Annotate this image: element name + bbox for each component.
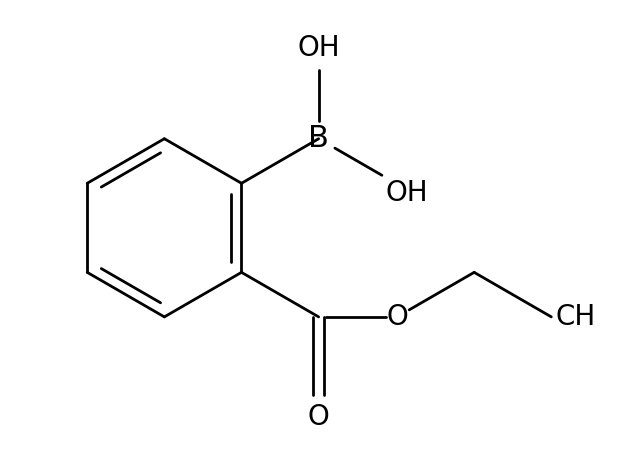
Text: OH: OH xyxy=(298,34,340,62)
Text: O: O xyxy=(386,303,408,331)
Text: 3: 3 xyxy=(639,319,640,339)
Text: OH: OH xyxy=(386,179,428,207)
Text: O: O xyxy=(308,403,330,431)
Text: CH: CH xyxy=(556,303,596,331)
Text: B: B xyxy=(308,124,329,153)
